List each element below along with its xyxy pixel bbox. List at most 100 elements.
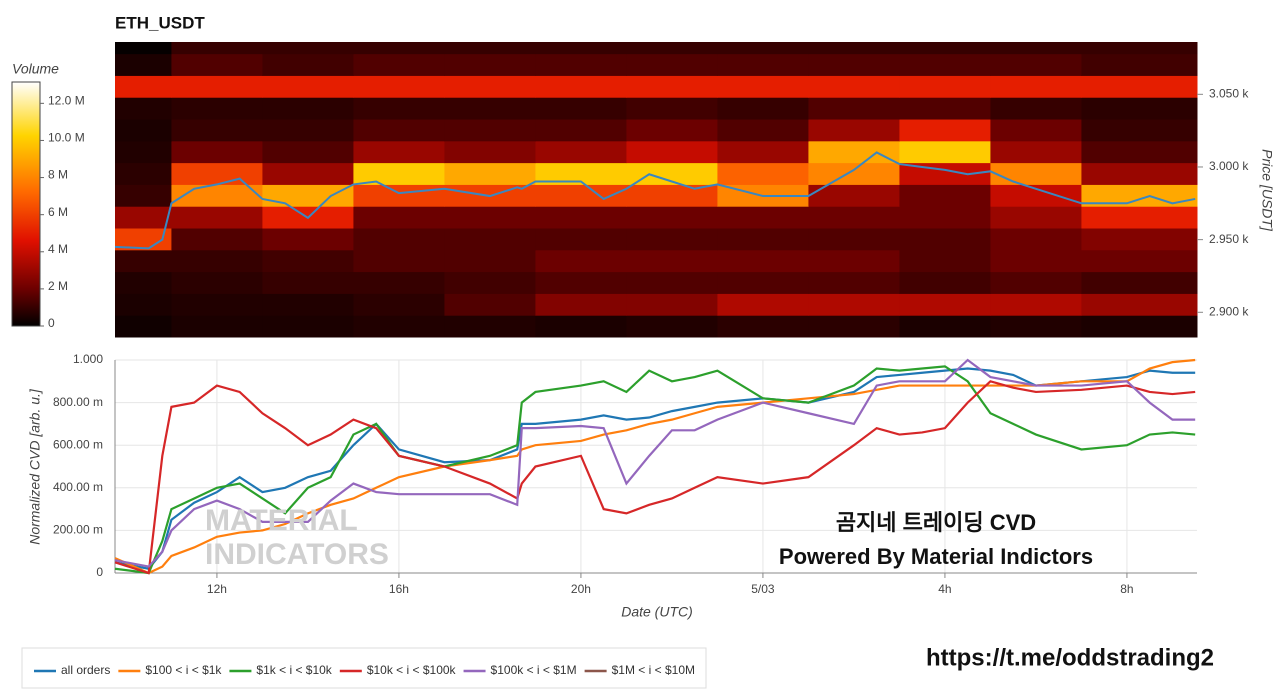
heatmap-cell	[626, 162, 718, 185]
y-tick-label: 400.00 m	[53, 480, 103, 494]
y-axis-title: Price [USDT]	[1259, 149, 1275, 232]
heatmap-cell	[535, 140, 627, 164]
heatmap-cell	[262, 119, 354, 142]
heatmap-cell	[353, 140, 445, 164]
heatmap-cell	[626, 97, 718, 120]
heatmap-cell	[535, 206, 627, 229]
y-tick-label: 600.00 m	[53, 437, 103, 451]
heatmap-cell	[171, 249, 263, 273]
heatmap-cell	[717, 53, 809, 76]
colorbar-tick-label: 4 M	[48, 242, 68, 256]
legend-label: $100 < i < $1k	[145, 663, 222, 677]
y-tick-label: 800.00 m	[53, 395, 103, 409]
x-tick-label: 12h	[207, 582, 227, 596]
y-tick-label: 3.050 k	[1209, 86, 1249, 100]
heatmap-cell	[115, 315, 172, 338]
heatmap-cell	[808, 206, 900, 229]
heatmap-cell	[535, 42, 627, 55]
heatmap-cell	[626, 53, 718, 76]
heatmap-cell	[535, 228, 627, 251]
heatmap-cell	[1081, 119, 1198, 142]
heatmap-cell	[899, 42, 991, 55]
heatmap-cell	[115, 162, 172, 185]
heatmap-cell	[717, 119, 809, 142]
y-tick-label: 2.900 k	[1209, 304, 1249, 318]
heatmap-cell	[1081, 42, 1198, 55]
heatmap-cell	[171, 140, 263, 164]
heatmap-cell	[535, 53, 627, 76]
colorbar-tick-label: 0	[48, 316, 55, 330]
x-tick-label: 8h	[1120, 582, 1133, 596]
heatmap-cell	[626, 249, 718, 273]
heatmap-cell	[171, 228, 263, 251]
heatmap-cell	[171, 162, 263, 185]
watermark: MATERIAL	[205, 504, 358, 537]
heatmap-cell	[353, 228, 445, 251]
heatmap-cell	[262, 42, 354, 55]
heatmap-cell	[626, 42, 718, 55]
colorbar-tick-label: 2 M	[48, 279, 68, 293]
heatmap-cell	[990, 75, 1082, 98]
heatmap-cell	[444, 119, 536, 142]
heatmap-cell	[171, 293, 263, 316]
heatmap-cell	[262, 315, 354, 338]
heatmap-cell	[171, 184, 263, 207]
heatmap-cell	[899, 140, 991, 164]
heatmap-cell	[535, 119, 627, 142]
heatmap-cell	[1081, 53, 1198, 76]
heatmap-cell	[717, 75, 809, 98]
heatmap-cell	[444, 271, 536, 294]
heatmap-cell	[353, 75, 445, 98]
heatmap-cell	[626, 184, 718, 207]
heatmap-cell	[115, 97, 172, 120]
heatmap-cell	[115, 140, 172, 164]
legend-label: all orders	[61, 663, 110, 677]
heatmap-cell	[171, 42, 263, 55]
heatmap-cell	[808, 119, 900, 142]
heatmap-cell	[626, 271, 718, 294]
heatmap-cell	[262, 75, 354, 98]
heatmap-cell	[262, 140, 354, 164]
heatmap-cell	[115, 75, 172, 98]
y-axis-title: Normalized CVD [arb. u.]	[27, 388, 43, 545]
heatmap-cell	[1081, 271, 1198, 294]
heatmap-cell	[990, 315, 1082, 338]
chart-title: ETH_USDT	[115, 13, 205, 32]
heatmap-cell	[171, 206, 263, 229]
heatmap-cell	[899, 53, 991, 76]
heatmap-cell	[717, 42, 809, 55]
heatmap-cell	[626, 119, 718, 142]
series-line	[114, 358, 1196, 575]
heatmap-cell	[535, 184, 627, 207]
heatmap-cell	[626, 228, 718, 251]
heatmap-cell	[262, 97, 354, 120]
heatmap-cell	[353, 53, 445, 76]
heatmap-cell	[353, 271, 445, 294]
heatmap-cell	[171, 315, 263, 338]
heatmap-cell	[171, 97, 263, 120]
legend-label: $100k < i < $1M	[491, 663, 577, 677]
heatmap-cell	[535, 249, 627, 273]
heatmap-cell	[535, 162, 627, 185]
heatmap-cell	[115, 119, 172, 142]
colorbar-title: Volume	[12, 61, 59, 77]
heatmap-cell	[899, 162, 991, 185]
colorbar	[11, 81, 41, 327]
link[interactable]: https://t.me/oddstrading2	[926, 644, 1214, 671]
heatmap-cell	[626, 293, 718, 316]
heatmap-cell	[717, 206, 809, 229]
heatmap-cell	[990, 162, 1082, 185]
x-tick-label: 4h	[938, 582, 951, 596]
heatmap-cell	[171, 53, 263, 76]
heatmap-cell	[808, 97, 900, 120]
heatmap-cell	[262, 228, 354, 251]
heatmap-cell	[535, 293, 627, 316]
y-tick-label: 0	[96, 565, 103, 579]
heatmap-cell	[444, 97, 536, 120]
heatmap-cell	[626, 75, 718, 98]
heatmap-cell	[262, 271, 354, 294]
heatmap-cell	[899, 271, 991, 294]
heatmap-cell	[990, 249, 1082, 273]
colorbar-tick-label: 12.0 M	[48, 94, 85, 108]
